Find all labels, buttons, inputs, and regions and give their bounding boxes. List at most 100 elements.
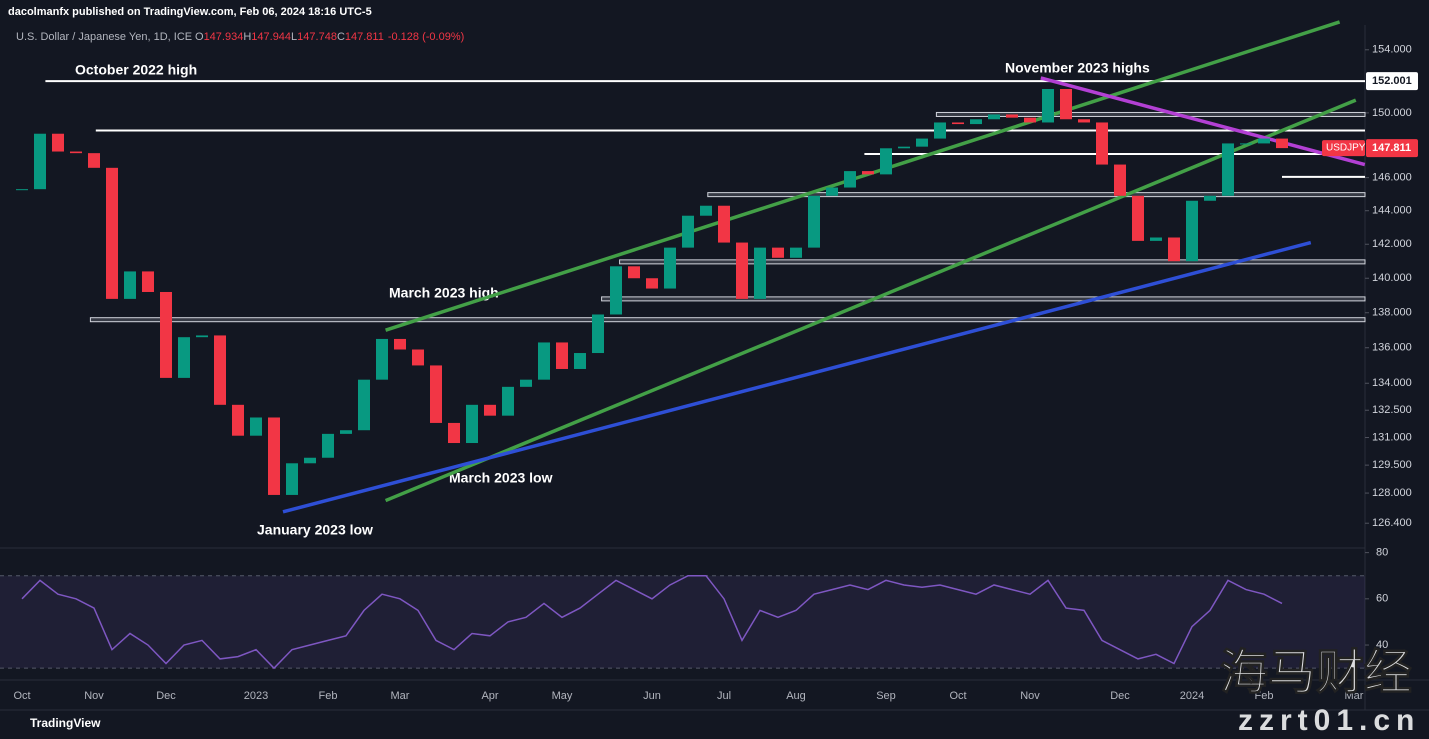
candle	[1222, 143, 1234, 196]
candle	[934, 122, 946, 139]
x-tick-label: Sep	[876, 690, 896, 702]
candle	[736, 242, 748, 299]
brand: TradingView	[30, 716, 101, 730]
publisher: dacolmanfx published on TradingView.com,…	[8, 6, 372, 18]
x-tick-label: Nov	[84, 690, 104, 702]
y-tick-label: 126.400	[1372, 517, 1412, 529]
level-band	[935, 111, 1366, 117]
candle	[358, 379, 370, 431]
candle	[754, 247, 766, 299]
candle	[988, 114, 1000, 120]
level-band	[89, 317, 1366, 323]
y-tick-label: 150.000	[1372, 107, 1412, 119]
candle	[1168, 237, 1180, 262]
y-tick-label: 142.000	[1372, 238, 1412, 250]
trendline	[1040, 76, 1366, 167]
candle	[448, 422, 460, 444]
x-tick-label: Jul	[717, 690, 731, 702]
candle	[430, 365, 442, 423]
candle	[1060, 89, 1072, 120]
x-tick-label: May	[552, 690, 573, 702]
annotation: November 2023 highs	[1005, 60, 1150, 76]
candle	[538, 342, 550, 380]
candle	[34, 133, 46, 190]
candle	[1276, 138, 1288, 149]
trendline	[384, 98, 1357, 503]
y-tick-label: 146.000	[1372, 172, 1412, 184]
candle	[484, 404, 496, 416]
x-tick-label: Mar	[391, 690, 410, 702]
y-tick-label: 144.000	[1372, 205, 1412, 217]
candle	[916, 138, 928, 147]
candle	[106, 167, 118, 299]
candle	[268, 417, 280, 495]
annotation: October 2022 high	[75, 62, 197, 78]
x-tick-label: Dec	[1110, 690, 1130, 702]
candle	[592, 314, 604, 354]
rsi-band	[0, 575, 1365, 669]
price-tag: 147.811	[1372, 142, 1411, 154]
candle	[412, 349, 424, 366]
candle	[1204, 195, 1216, 201]
change: -0.128 (-0.09%)	[388, 31, 464, 43]
candle	[88, 153, 100, 168]
y-tick-label: 140.000	[1372, 272, 1412, 284]
trendline	[282, 240, 1312, 514]
x-tick-label: Aug	[786, 690, 806, 702]
annotation: March 2023 high	[389, 285, 499, 301]
y-tick-label: 128.000	[1372, 487, 1412, 499]
y-tick-label: 138.000	[1372, 307, 1412, 319]
y-tick-label: 154.000	[1372, 44, 1412, 56]
candle	[880, 148, 892, 175]
candle	[232, 404, 244, 436]
candle	[970, 119, 982, 125]
x-tick-label: Oct	[949, 690, 966, 702]
x-tick-label: Apr	[481, 690, 498, 702]
candle	[304, 457, 316, 464]
ohlc: O147.934H147.944L147.748C147.811 -0.128 (…	[195, 31, 464, 43]
candle	[1042, 89, 1054, 123]
y-tick-label: 134.000	[1372, 377, 1412, 389]
plot: 126.400 128.000 129.500 131.000 132.500 134.0…	[0, 20, 1418, 702]
candle	[16, 189, 28, 191]
rsi-tick-label: 80	[1376, 547, 1388, 559]
y-tick-label: 129.500	[1372, 459, 1412, 471]
candle	[1150, 237, 1162, 241]
candle	[70, 151, 82, 154]
candle	[160, 291, 172, 378]
candle	[862, 171, 874, 175]
ohlc-value: 147.934	[204, 31, 244, 43]
candle	[286, 463, 298, 495]
x-tick-label: Jun	[643, 690, 661, 702]
candle	[322, 433, 334, 458]
candle	[664, 247, 676, 289]
level-band	[707, 192, 1366, 198]
annotation: January 2023 low	[257, 522, 373, 538]
watermark: 海马财经	[1220, 647, 1412, 700]
candle	[808, 195, 820, 248]
candle	[376, 338, 388, 380]
candle	[1006, 114, 1018, 118]
candle	[466, 404, 478, 444]
y-tick-label: 131.000	[1372, 431, 1412, 443]
candle	[520, 379, 532, 387]
watermark: zzrt01.cn	[1238, 704, 1420, 737]
ohlc-label: H	[243, 31, 251, 43]
candle	[898, 146, 910, 149]
ohlc-label: L	[291, 31, 297, 43]
candle	[196, 335, 208, 338]
candle	[628, 266, 640, 279]
symbol-tag-bg	[1322, 140, 1365, 157]
candle	[178, 337, 190, 378]
candle	[826, 187, 838, 196]
x-tick-label: Mar	[1345, 690, 1364, 702]
x-tick-label: Feb	[1255, 690, 1274, 702]
x-tick-label: Nov	[1020, 690, 1040, 702]
ohlc-label: O	[195, 31, 204, 43]
candle	[1258, 138, 1270, 144]
candle	[340, 430, 352, 434]
y-tick-label: 136.000	[1372, 342, 1412, 354]
candle	[214, 335, 226, 405]
